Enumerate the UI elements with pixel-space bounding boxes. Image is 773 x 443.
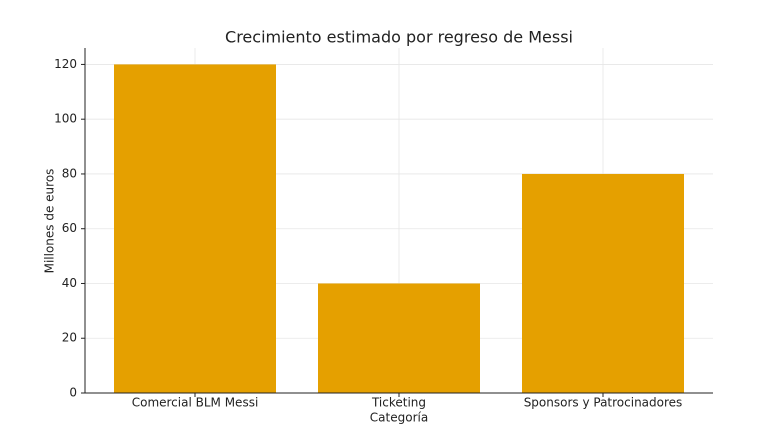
bar — [522, 173, 684, 393]
y-tick-label: 80 — [62, 166, 77, 180]
y-tick-label: 60 — [62, 221, 77, 235]
y-axis-label: Millones de euros — [43, 169, 57, 274]
bar — [318, 283, 480, 393]
y-tick-label: 120 — [54, 57, 77, 71]
bar — [114, 64, 276, 393]
y-tick-label: 20 — [62, 331, 77, 345]
x-tick-label: Sponsors y Patrocinadores — [524, 396, 683, 410]
y-tick-label: 100 — [54, 112, 77, 126]
chart-title: Crecimiento estimado por regreso de Mess… — [225, 28, 573, 47]
x-axis-label: Categoría — [370, 411, 428, 425]
x-tick-label: Comercial BLM Messi — [132, 396, 259, 410]
x-tick-label: Ticketing — [371, 396, 426, 410]
y-tick-label: 40 — [62, 276, 77, 290]
y-tick-label: 0 — [69, 386, 77, 400]
